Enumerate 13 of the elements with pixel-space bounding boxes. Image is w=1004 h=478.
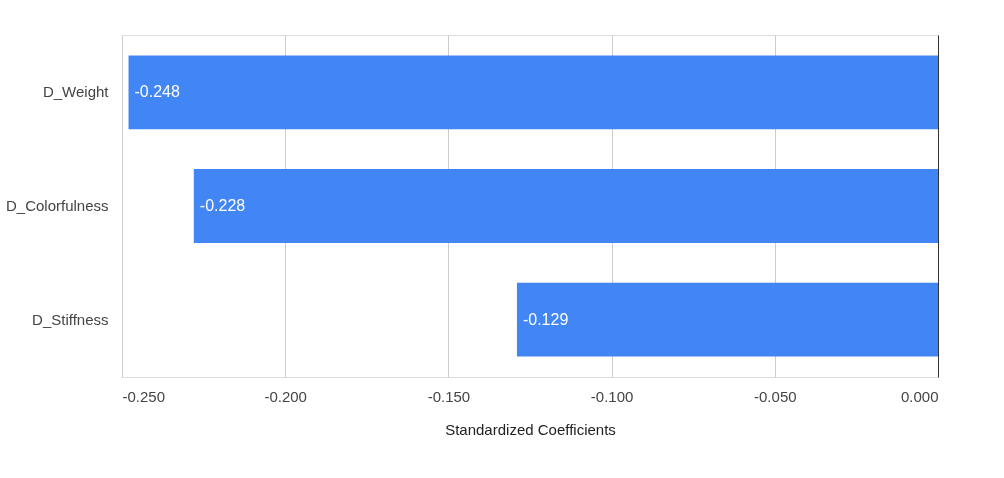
x-tick-label: -0.150 (427, 387, 471, 405)
y-tick-label: D_Weight (42, 83, 110, 101)
x-tick-label: -0.200 (264, 387, 307, 405)
data-label: -0.228 (199, 197, 246, 214)
x-tick-label: -0.050 (754, 387, 797, 405)
data-label: -0.248 (134, 83, 180, 101)
x-axis-title: Standardized Coefficients (445, 420, 616, 438)
x-tick-label: -0.250 (122, 387, 166, 405)
y-tick-label: D_Stiffness (32, 310, 109, 328)
data-label: -0.129 (522, 310, 569, 328)
y-tick-label: D_Colorfulness (5, 197, 109, 214)
x-tick-label: 0.000 (900, 387, 939, 405)
x-tick-label: -0.100 (590, 387, 634, 405)
